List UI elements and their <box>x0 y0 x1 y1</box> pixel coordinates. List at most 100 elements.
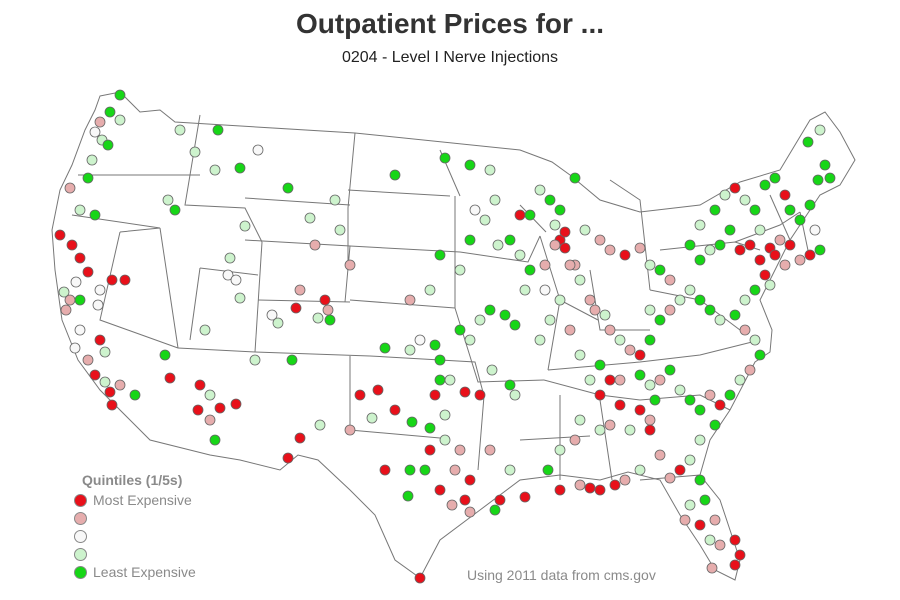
hospital-point <box>574 349 586 361</box>
hospital-point <box>589 304 601 316</box>
page-title: Outpatient Prices for ... <box>295 8 605 39</box>
hospital-point <box>769 172 781 184</box>
hospital-point <box>414 572 426 584</box>
hospital-point <box>414 334 426 346</box>
hospital-point <box>524 209 536 221</box>
hospital-point <box>819 159 831 171</box>
hospital-point <box>704 244 716 256</box>
hospital-point <box>224 252 236 264</box>
hospital-point <box>574 479 586 491</box>
hospital-point <box>749 284 761 296</box>
hospital-point <box>89 126 101 138</box>
hospital-point <box>344 259 356 271</box>
hospital-point <box>674 294 686 306</box>
hospital-point <box>509 389 521 401</box>
legend-swatch-5 <box>74 565 87 579</box>
hospital-point <box>624 344 636 356</box>
hospital-point <box>694 219 706 231</box>
hospital-point <box>534 184 546 196</box>
hospital-point <box>634 404 646 416</box>
hospital-point <box>594 424 606 436</box>
hospital-point <box>74 294 86 306</box>
hospital-point <box>684 239 696 251</box>
hospital-point <box>234 292 246 304</box>
hospital-point <box>549 219 561 231</box>
hospital-point <box>739 194 751 206</box>
data-source-note: Using 2011 data from cms.gov <box>467 567 656 583</box>
hospital-point <box>654 264 666 276</box>
hospital-point <box>464 234 476 246</box>
hospital-point <box>649 394 661 406</box>
hospital-point <box>609 479 621 491</box>
hospital-point <box>704 534 716 546</box>
hospital-point <box>749 334 761 346</box>
hospital-point <box>234 162 246 174</box>
hospital-point <box>106 399 118 411</box>
hospital-point <box>164 372 176 384</box>
hospital-point <box>719 189 731 201</box>
hospital-point <box>499 309 511 321</box>
hospital-point <box>654 314 666 326</box>
hospital-point <box>322 304 334 316</box>
hospital-point <box>549 239 561 251</box>
hospital-point <box>389 404 401 416</box>
hospital-point <box>294 284 306 296</box>
hospital-point <box>699 494 711 506</box>
hospital-point <box>74 324 86 336</box>
hospital-point <box>434 249 446 261</box>
hospital-point <box>779 189 791 201</box>
hospital-point <box>454 264 466 276</box>
hospital-point <box>92 299 104 311</box>
hospital-point <box>604 244 616 256</box>
hospital-point <box>774 234 786 246</box>
hospital-point <box>634 242 646 254</box>
hospital-point <box>509 319 521 331</box>
legend: Quintiles (1/5s) Most Expensive Least Ex… <box>74 472 196 581</box>
hospital-point <box>709 514 721 526</box>
legend-title: Quintiles (1/5s) <box>82 472 183 488</box>
hospital-point <box>714 399 726 411</box>
hospital-point <box>624 424 636 436</box>
hospital-point <box>574 414 586 426</box>
hospital-point <box>519 284 531 296</box>
hospital-point <box>634 369 646 381</box>
hospital-point <box>114 89 126 101</box>
hospital-point <box>70 276 82 288</box>
hospital-point <box>239 220 251 232</box>
hospital-point <box>569 172 581 184</box>
legend-item-4 <box>74 545 196 563</box>
hospital-point <box>754 254 766 266</box>
hospital-point <box>684 499 696 511</box>
hospital-point <box>266 309 278 321</box>
hospital-point <box>794 254 806 266</box>
hospital-point <box>554 294 566 306</box>
hospital-point <box>204 414 216 426</box>
hospital-point <box>464 506 476 518</box>
hospital-point <box>94 116 106 128</box>
hospital-point <box>514 249 526 261</box>
hospital-point <box>469 204 481 216</box>
hospital-point <box>404 294 416 306</box>
hospital-point <box>584 374 596 386</box>
hospital-point <box>402 490 414 502</box>
hospital-point <box>282 452 294 464</box>
hospital-point <box>214 402 226 414</box>
hospital-point <box>709 419 721 431</box>
hospital-point <box>779 259 791 271</box>
hospital-point <box>464 474 476 486</box>
hospital-point <box>189 146 201 158</box>
hospital-points <box>54 89 836 584</box>
hospital-point <box>709 204 721 216</box>
hospital-point <box>312 312 324 324</box>
hospital-point <box>89 209 101 221</box>
hospital-point <box>404 344 416 356</box>
hospital-point <box>664 274 676 286</box>
hospital-point <box>446 499 458 511</box>
hospital-point <box>729 534 741 546</box>
hospital-point <box>769 249 781 261</box>
hospital-point <box>544 194 556 206</box>
hospital-point <box>304 212 316 224</box>
legend-item-most-expensive: Most Expensive <box>74 491 196 509</box>
hospital-point <box>504 234 516 246</box>
